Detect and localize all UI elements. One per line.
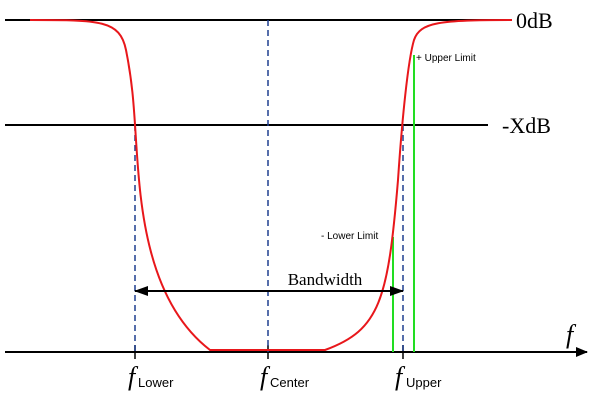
upper-limit-label: + Upper Limit	[416, 53, 476, 64]
bandwidth-label: Bandwidth	[288, 270, 363, 289]
f-center-symbol: f	[260, 362, 271, 391]
f-upper-subscript: Upper	[406, 375, 442, 390]
f-center-subscript: Center	[270, 375, 310, 390]
f-lower-subscript: Lower	[138, 375, 174, 390]
f-lower-label: f Lower	[128, 362, 174, 391]
f-upper-label: f Upper	[395, 362, 442, 391]
minus-x-db-label: -XdB	[502, 113, 551, 138]
response-curve	[29, 19, 513, 351]
f-center-label: f Center	[260, 362, 310, 391]
axis-label: f	[566, 320, 577, 349]
zero-db-label: 0dB	[516, 8, 553, 33]
lower-limit-label: - Lower Limit	[321, 231, 378, 242]
f-upper-symbol: f	[395, 362, 406, 391]
f-lower-symbol: f	[128, 362, 139, 391]
